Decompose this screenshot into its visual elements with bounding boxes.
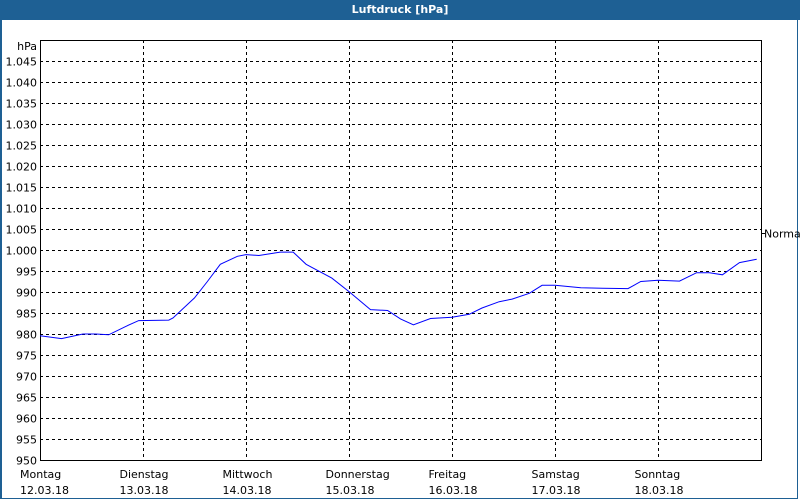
- reference-label: Normal: [764, 228, 800, 241]
- y-tick-label: 1.005: [6, 224, 38, 237]
- y-tick-label: 1.030: [6, 119, 38, 132]
- y-tick-label: 955: [16, 434, 37, 447]
- y-tick-label: 960: [16, 413, 37, 426]
- y-tick-label: 980: [16, 329, 37, 342]
- y-tick-label: 950: [16, 455, 37, 468]
- y-tick-label: 1.045: [6, 56, 38, 69]
- x-tick-date: 18.03.18: [635, 484, 684, 497]
- x-tick-day: Dienstag: [120, 468, 169, 481]
- y-tick-label: 1.020: [6, 161, 38, 174]
- x-tick-day: Donnerstag: [326, 468, 390, 481]
- y-tick-label: 985: [16, 308, 37, 321]
- x-tick-date: 17.03.18: [532, 484, 581, 497]
- y-axis-label: hPa: [17, 40, 37, 53]
- y-tick-label: 975: [16, 350, 37, 363]
- x-tick-date: 12.03.18: [20, 484, 69, 497]
- plot-frame: [40, 40, 762, 461]
- window-title: Luftdruck [hPa]: [0, 0, 800, 20]
- x-tick-day: Mittwoch: [223, 468, 273, 481]
- x-tick-date: 13.03.18: [120, 484, 169, 497]
- y-tick-label: 990: [16, 287, 37, 300]
- x-tick-date: 15.03.18: [326, 484, 375, 497]
- x-tick-day: Sonntag: [635, 468, 681, 481]
- y-tick-label: 1.000: [6, 245, 38, 258]
- x-tick-day: Montag: [20, 468, 61, 481]
- y-tick-label: 1.015: [6, 182, 38, 195]
- y-tick-label: 1.025: [6, 140, 38, 153]
- y-tick-label: 1.010: [6, 203, 38, 216]
- y-tick-label: 965: [16, 392, 37, 405]
- x-tick-day: Freitag: [429, 468, 467, 481]
- y-tick-label: 995: [16, 266, 37, 279]
- pressure-line: [39, 251, 757, 340]
- y-tick-label: 970: [16, 371, 37, 384]
- window-frame: [0, 20, 798, 499]
- x-tick-date: 16.03.18: [429, 484, 478, 497]
- x-tick-day: Samstag: [532, 468, 580, 481]
- y-tick-label: 1.040: [6, 77, 38, 90]
- x-tick-date: 14.03.18: [223, 484, 272, 497]
- y-tick-label: 1.035: [6, 98, 38, 111]
